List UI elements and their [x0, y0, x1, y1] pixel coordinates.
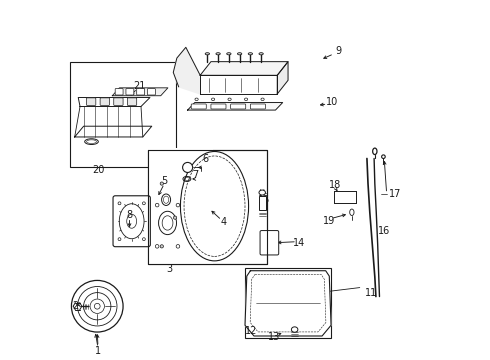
Ellipse shape [248, 53, 252, 55]
FancyBboxPatch shape [114, 98, 123, 105]
Text: 14: 14 [293, 238, 305, 248]
Polygon shape [78, 98, 150, 107]
FancyBboxPatch shape [100, 98, 109, 105]
Ellipse shape [238, 53, 242, 55]
Bar [149, 148, 214, 264]
FancyBboxPatch shape [191, 104, 206, 109]
Ellipse shape [259, 53, 263, 55]
Bar [148, 149, 267, 264]
Bar [148, 149, 267, 264]
Ellipse shape [259, 190, 266, 195]
Text: 16: 16 [378, 226, 390, 236]
Bar [245, 268, 331, 338]
Text: 5: 5 [161, 176, 168, 186]
Text: 17: 17 [390, 189, 402, 199]
Ellipse shape [183, 162, 193, 172]
Text: 9: 9 [335, 46, 342, 56]
Text: 6: 6 [202, 154, 209, 164]
Ellipse shape [160, 245, 164, 248]
FancyBboxPatch shape [87, 98, 96, 105]
Text: 8: 8 [126, 210, 133, 220]
Ellipse shape [292, 327, 298, 332]
FancyBboxPatch shape [250, 104, 266, 109]
Ellipse shape [228, 98, 231, 100]
Text: 13: 13 [268, 332, 280, 342]
Text: 11: 11 [365, 288, 377, 298]
Text: 3: 3 [167, 264, 173, 274]
Bar [259, 196, 266, 211]
Polygon shape [112, 88, 168, 96]
Ellipse shape [261, 98, 264, 100]
Ellipse shape [245, 98, 247, 100]
FancyBboxPatch shape [113, 196, 150, 247]
Text: 19: 19 [323, 216, 335, 226]
Ellipse shape [195, 98, 198, 100]
Polygon shape [245, 271, 331, 336]
Polygon shape [200, 75, 277, 94]
Ellipse shape [227, 53, 231, 55]
Text: 15: 15 [257, 195, 270, 205]
Text: 1: 1 [95, 346, 101, 356]
FancyBboxPatch shape [147, 89, 155, 95]
Polygon shape [188, 103, 283, 110]
Text: 2: 2 [72, 301, 78, 311]
Text: 10: 10 [326, 97, 338, 107]
Text: 21: 21 [133, 81, 146, 91]
Polygon shape [74, 126, 152, 137]
FancyBboxPatch shape [126, 89, 134, 95]
FancyBboxPatch shape [137, 89, 145, 95]
FancyBboxPatch shape [115, 89, 123, 95]
Text: 20: 20 [92, 165, 104, 175]
Text: 12: 12 [245, 325, 258, 336]
FancyBboxPatch shape [231, 104, 245, 109]
Ellipse shape [160, 182, 164, 185]
FancyBboxPatch shape [149, 195, 186, 256]
Polygon shape [173, 47, 200, 94]
Ellipse shape [212, 98, 215, 100]
Text: 4: 4 [220, 217, 226, 227]
FancyBboxPatch shape [260, 230, 279, 255]
Ellipse shape [205, 53, 210, 55]
Text: 7: 7 [193, 170, 198, 180]
Bar [70, 62, 176, 167]
Polygon shape [277, 62, 288, 94]
Ellipse shape [216, 53, 220, 55]
Polygon shape [200, 62, 288, 75]
FancyBboxPatch shape [211, 104, 226, 109]
Ellipse shape [173, 216, 177, 219]
FancyBboxPatch shape [127, 98, 137, 105]
Text: 18: 18 [329, 180, 342, 190]
